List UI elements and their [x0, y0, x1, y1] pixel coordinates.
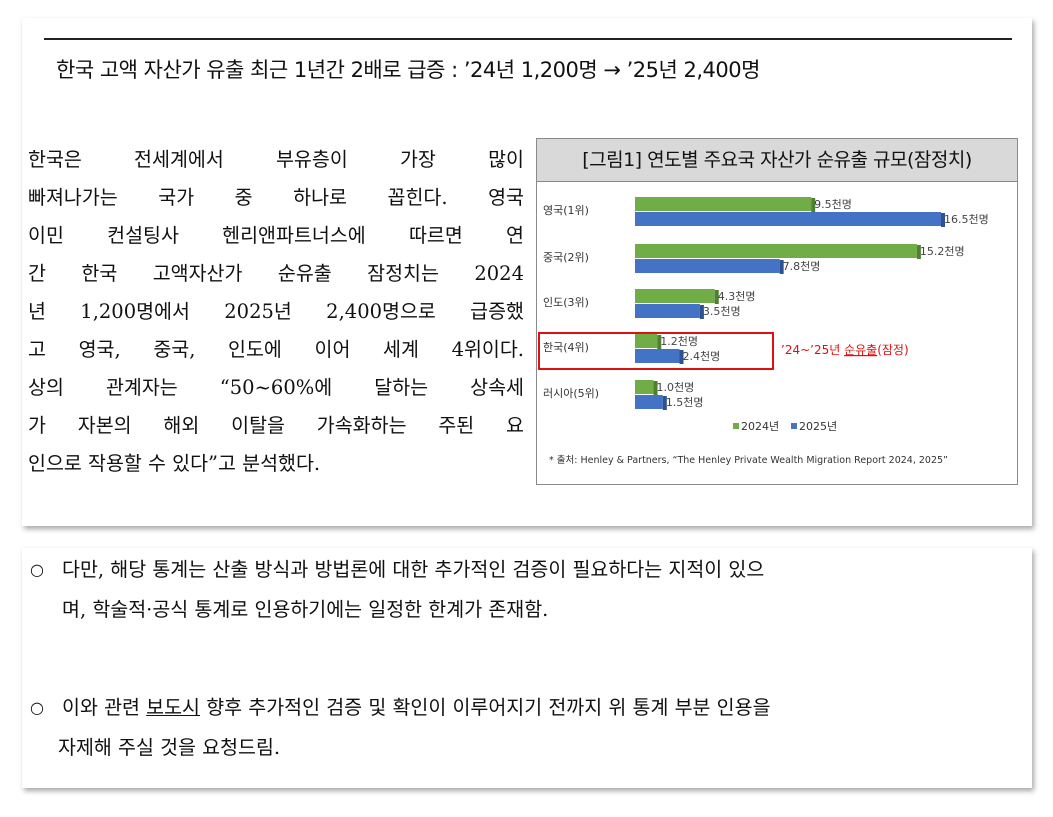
body-line: 빠져나가는 국가 중 하나로 꼽힌다. 영국 [28, 186, 524, 209]
bullet-circle-icon: ○ [30, 698, 44, 717]
headline: 한국 고액 자산가 유출 최근 1년간 2배로 급증 : ’24년 1,200명… [56, 58, 760, 82]
bar-2025 [635, 349, 680, 363]
bullet-line: 자제해 주실 것을 요청드림. [58, 736, 281, 759]
figure-source: * 출처: Henley & Partners, “The Henley Pri… [549, 454, 948, 466]
bar-2024 [635, 244, 917, 258]
bar-side-shade [657, 335, 662, 349]
body-line: 간 한국 고액자산가 순유출 잠정치는 2024 [28, 262, 524, 285]
headline-rule [44, 38, 1012, 40]
bar-2024 [635, 334, 658, 348]
data-label: 4.3천명 [718, 289, 756, 303]
data-label: 16.5천명 [944, 212, 989, 226]
bar-side-shade [679, 350, 684, 364]
category-label: 중국(2위) [543, 251, 589, 264]
bar-side-shade [653, 381, 658, 395]
highlight-label: ’24~’25년 순유출(잠정) [781, 343, 909, 357]
body-line: 고 영국, 중국, 인도에 이어 세계 4위이다. [28, 338, 524, 361]
article-panel: 한국 고액 자산가 유출 최근 1년간 2배로 급증 : ’24년 1,200명… [22, 18, 1032, 526]
body-paragraph: 한국은 전세계에서 부유층이 가장 많이 빠져나가는 국가 중 하나로 꼽힌다.… [28, 141, 524, 483]
highlight-box [538, 332, 774, 370]
category-label: 러시아(5위) [543, 387, 599, 400]
legend-label: 2024년 [741, 420, 779, 433]
bar-side-shade [779, 260, 784, 274]
notice-bullet: ○ 이와 관련 보도시 향후 추가적인 검증 및 확인이 이루어지기 전까지 위… [30, 688, 1020, 768]
bar-2025 [635, 395, 663, 409]
figure-chart-box: [그림1] 연도별 주요국 자산가 순유출 규모(잠정치) 영국(1위) 9.5천… [536, 138, 1018, 485]
bar-2024 [635, 197, 812, 211]
legend-swatch [791, 423, 797, 429]
body-line: 한국은 전세계에서 부유층이 가장 많이 [28, 148, 524, 171]
data-label: 9.5천명 [814, 197, 852, 211]
bullet-circle-icon: ○ [30, 560, 44, 579]
figure-title: [그림1] 연도별 주요국 자산가 순유출 규모(잠정치) [537, 139, 1017, 182]
body-line: 가 자본의 해외 이탈을 가속화하는 주된 요 [28, 414, 524, 437]
bar-side-shade [941, 213, 945, 227]
data-label: 1.0천명 [657, 380, 695, 394]
data-label: 2.4천명 [683, 349, 721, 363]
body-line: 상의 관계자는 “50~60%에 달하는 상속세 [28, 376, 524, 399]
category-label: 인도(3위) [543, 296, 589, 309]
data-label: 7.8천명 [783, 259, 821, 273]
bar-2024 [635, 380, 654, 394]
bar-2025 [635, 259, 780, 273]
bar-2024 [635, 289, 715, 303]
body-line: 이민 컨설팅사 헨리앤파트너스에 따르면 연 [28, 224, 524, 247]
bar-side-shade [699, 305, 704, 319]
notice-bullet: ○ 다만, 해당 통계는 산출 방식과 방법론에 대한 추가적인 검증이 필요하… [30, 550, 1020, 630]
bar-2025 [635, 304, 700, 318]
legend-swatch [733, 423, 739, 429]
bullet-line: 이와 관련 보도시 향후 추가적인 검증 및 확인이 이루어지기 전까지 위 통… [62, 696, 771, 719]
data-label: 15.2천명 [920, 244, 965, 258]
bar-side-shade [662, 396, 667, 410]
bullet-line: 며, 학술적·공식 통계로 인용하기에는 일정한 한계가 존재함. [62, 598, 549, 621]
bar-side-shade [916, 245, 921, 259]
notice-panel: ○ 다만, 해당 통계는 산출 방식과 방법론에 대한 추가적인 검증이 필요하… [22, 548, 1032, 788]
body-line: 년 1,200명에서 2025년 2,400명으로 급증했 [28, 300, 524, 323]
bar-side-shade [714, 290, 719, 304]
bar-2025 [635, 212, 941, 226]
data-label: 1.2천명 [660, 334, 698, 348]
bar-side-shade [811, 198, 816, 212]
category-label: 한국(4위) [543, 341, 589, 354]
body-line: 인으로 작용할 수 있다”고 분석했다. [28, 452, 321, 475]
legend-label: 2025년 [799, 420, 837, 433]
category-label: 영국(1위) [543, 204, 589, 217]
data-label: 3.5천명 [703, 304, 741, 318]
data-label: 1.5천명 [666, 395, 704, 409]
bullet-line: 다만, 해당 통계는 산출 방식과 방법론에 대한 추가적인 검증이 필요하다는… [62, 558, 765, 581]
